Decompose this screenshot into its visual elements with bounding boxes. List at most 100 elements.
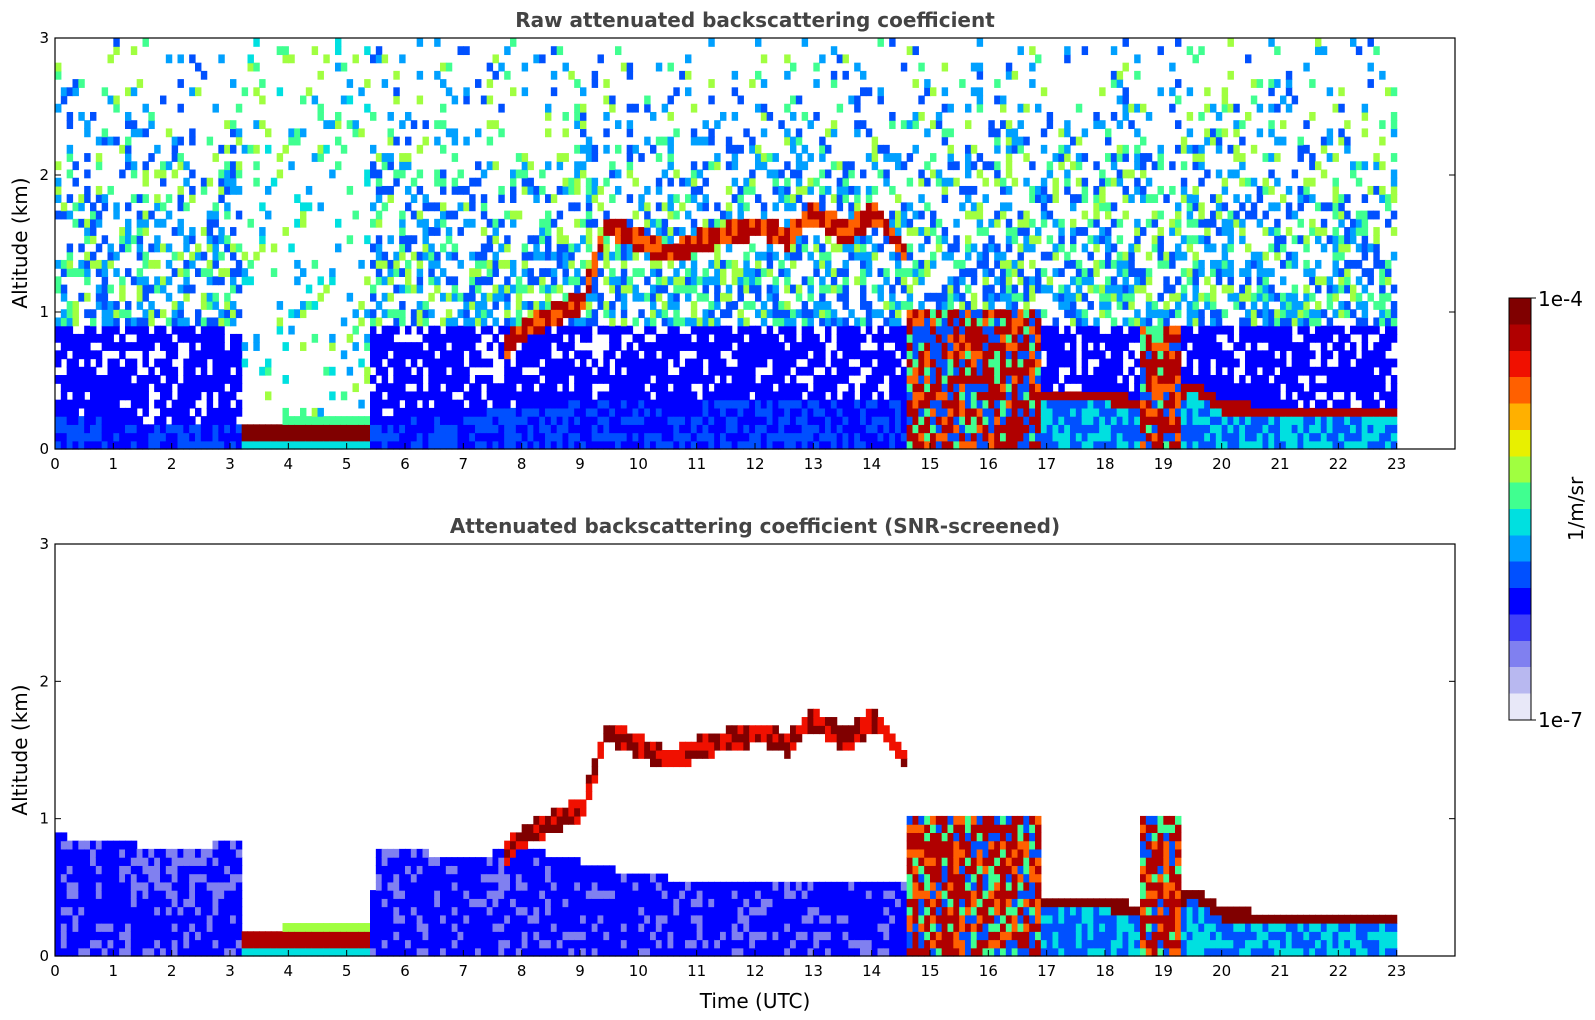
heatmap-cell <box>900 202 908 212</box>
heatmap-cell <box>947 375 954 384</box>
heatmap-cell <box>142 251 149 261</box>
heatmap-cell <box>1157 366 1164 376</box>
heatmap-cell <box>370 161 377 171</box>
heatmap-cell <box>1029 424 1036 434</box>
heatmap-cell <box>527 185 534 195</box>
heatmap-cell <box>842 161 849 171</box>
heatmap-cell <box>148 259 155 269</box>
heatmap-cell <box>865 399 873 409</box>
heatmap-cell <box>714 153 721 162</box>
heatmap-cell <box>416 375 424 384</box>
heatmap-cell <box>801 218 809 228</box>
heatmap-cell <box>375 251 383 261</box>
heatmap-cell <box>702 383 709 393</box>
heatmap-cell <box>935 383 943 393</box>
heatmap-cell <box>731 144 739 154</box>
heatmap-cell <box>66 309 74 319</box>
heatmap-cell <box>160 366 167 376</box>
heatmap-cell <box>288 325 295 335</box>
heatmap-cell <box>200 432 208 442</box>
heatmap-cell <box>259 235 266 245</box>
heatmap-cell <box>165 383 173 393</box>
heatmap-cell <box>224 309 231 319</box>
heatmap-cell <box>930 259 937 269</box>
heatmap-cell <box>655 358 663 368</box>
heatmap-cell <box>381 54 389 64</box>
heatmap-cell <box>842 259 849 269</box>
heatmap-cell <box>1029 309 1036 319</box>
heatmap-cell <box>352 210 359 220</box>
heatmap-cell <box>941 440 949 450</box>
heatmap-cell <box>673 317 680 327</box>
heatmap-cell <box>451 95 459 105</box>
heatmap-cell <box>620 358 628 368</box>
heatmap-cell <box>580 399 587 409</box>
heatmap-cell <box>580 235 587 245</box>
heatmap-cell <box>539 407 546 417</box>
heatmap-cell <box>702 333 709 343</box>
heatmap-cell <box>970 416 978 425</box>
heatmap-cell <box>760 103 768 113</box>
heatmap-cell <box>667 111 674 121</box>
heatmap-cell <box>375 391 383 401</box>
heatmap-cell <box>854 276 861 286</box>
heatmap-cell <box>539 268 546 277</box>
heatmap-cell <box>1175 432 1182 442</box>
heatmap-cell <box>755 416 762 425</box>
heatmap-cell <box>60 95 68 105</box>
heatmap-cell <box>819 144 826 154</box>
heatmap-cell <box>842 276 849 286</box>
heatmap-cell <box>486 259 494 269</box>
heatmap-cell <box>230 440 237 450</box>
heatmap-cell <box>550 317 558 327</box>
heatmap-cell <box>801 185 809 195</box>
heatmap-cell <box>1210 342 1217 351</box>
heatmap-cell <box>714 301 721 310</box>
heatmap-cell <box>760 153 768 162</box>
heatmap-cell <box>422 358 429 368</box>
heatmap-cell <box>638 383 645 393</box>
heatmap-cell <box>556 366 564 376</box>
heatmap-cell <box>661 309 669 319</box>
heatmap-cell <box>1000 358 1007 368</box>
heatmap-cell <box>224 144 231 154</box>
heatmap-cell <box>819 194 826 203</box>
heatmap-cell <box>673 440 680 450</box>
heatmap-cell <box>469 284 476 294</box>
heatmap-cell <box>906 391 914 401</box>
heatmap-cell <box>994 292 1001 302</box>
heatmap-cell <box>1064 440 1071 450</box>
heatmap-cell <box>947 144 954 154</box>
heatmap-cell <box>889 317 896 327</box>
heatmap-cell <box>585 407 593 417</box>
heatmap-cell <box>574 202 581 212</box>
heatmap-cell <box>1163 301 1170 310</box>
heatmap-cell <box>288 161 295 171</box>
heatmap-cell <box>947 103 954 113</box>
heatmap-cell <box>667 95 674 105</box>
heatmap-cell <box>790 407 797 417</box>
heatmap-cell <box>912 325 919 335</box>
heatmap-cell <box>55 70 62 80</box>
heatmap-cell <box>539 317 546 327</box>
heatmap-cell <box>1110 399 1118 409</box>
heatmap-cell <box>982 292 989 302</box>
heatmap-cell <box>230 309 237 319</box>
heatmap-cell <box>854 416 861 425</box>
heatmap-cell <box>504 416 511 425</box>
heatmap-cell <box>1198 399 1205 409</box>
heatmap-cell <box>486 161 494 171</box>
heatmap-cell <box>416 325 424 335</box>
heatmap-cell <box>930 440 937 450</box>
heatmap-cell <box>609 169 616 179</box>
heatmap-cell <box>603 440 610 450</box>
heatmap-cell <box>731 350 739 360</box>
heatmap-cell <box>148 111 155 121</box>
heatmap-cell <box>865 317 873 327</box>
heatmap-cell <box>1040 284 1048 294</box>
heatmap-cell <box>218 235 225 245</box>
heatmap-cell <box>795 366 803 376</box>
heatmap-cell <box>521 432 529 442</box>
heatmap-cell <box>1029 284 1036 294</box>
heatmap-cell <box>1186 416 1194 425</box>
